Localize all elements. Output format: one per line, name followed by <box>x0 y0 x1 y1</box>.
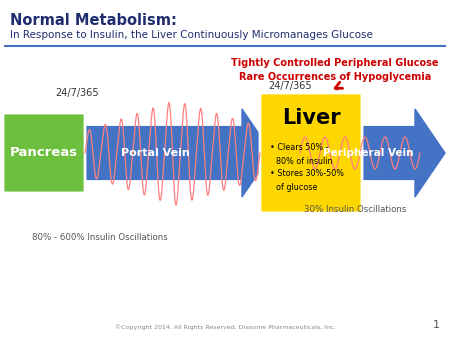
Text: 30% Insulin Oscillations: 30% Insulin Oscillations <box>304 205 406 214</box>
Text: 1: 1 <box>433 320 440 330</box>
FancyBboxPatch shape <box>260 93 362 213</box>
Text: ©Copyright 2014. All Rights Reserved, Diasome Pharmaceuticals, Inc.: ©Copyright 2014. All Rights Reserved, Di… <box>115 324 335 330</box>
Text: Liver: Liver <box>282 108 340 128</box>
Text: Peripheral Vein: Peripheral Vein <box>323 148 413 158</box>
Polygon shape <box>75 109 272 197</box>
Text: 24/7/365: 24/7/365 <box>268 81 311 91</box>
Polygon shape <box>295 109 445 197</box>
Text: In Response to Insulin, the Liver Continuously Micromanages Glucose: In Response to Insulin, the Liver Contin… <box>10 30 373 40</box>
Text: Normal Metabolism:: Normal Metabolism: <box>10 13 177 28</box>
Text: 80% of insulin: 80% of insulin <box>276 157 333 166</box>
Text: • Clears 50% -: • Clears 50% - <box>270 143 328 152</box>
Text: of glucose: of glucose <box>276 183 317 192</box>
Text: 80% - 600% Insulin Oscillations: 80% - 600% Insulin Oscillations <box>32 233 168 242</box>
Text: Pancreas: Pancreas <box>10 146 78 160</box>
Text: • Stores 30%-50%: • Stores 30%-50% <box>270 169 344 178</box>
FancyBboxPatch shape <box>3 113 85 193</box>
Text: Tightly Controlled Peripheral Glucose
Rare Occurrences of Hypoglycemia: Tightly Controlled Peripheral Glucose Ra… <box>231 58 439 82</box>
Text: 24/7/365: 24/7/365 <box>55 88 99 98</box>
Text: Portal Vein: Portal Vein <box>121 148 189 158</box>
